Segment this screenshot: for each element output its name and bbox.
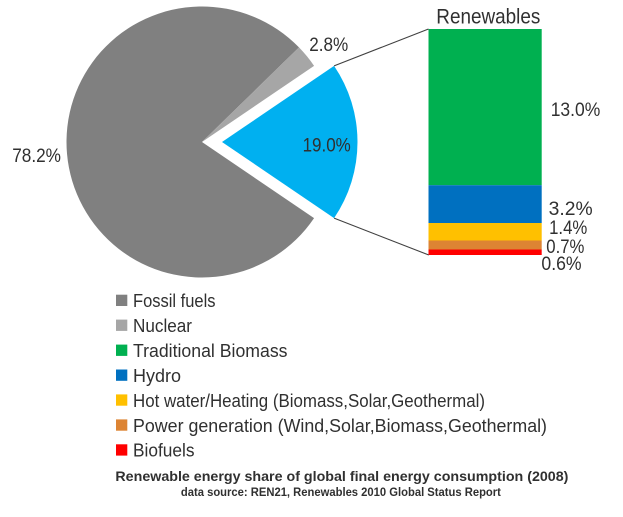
svg-text:3.2%: 3.2% [549, 199, 593, 220]
svg-text:Renewable energy share of glob: Renewable energy share of global final e… [115, 468, 568, 484]
svg-text:78.2%: 78.2% [12, 146, 61, 167]
svg-text:Traditional Biomass: Traditional Biomass [133, 341, 288, 361]
svg-text:1.4%: 1.4% [549, 218, 587, 239]
svg-text:0.7%: 0.7% [546, 237, 584, 258]
svg-text:0.6%: 0.6% [541, 254, 581, 275]
svg-text:Fossil fuels: Fossil fuels [133, 291, 216, 311]
svg-text:Renewables: Renewables [436, 6, 540, 29]
svg-text:data source: REN21, Renewables: data source: REN21, Renewables 2010 Glob… [181, 487, 501, 499]
svg-text:Hot water/Heating (Biomass,Sol: Hot water/Heating (Biomass,Solar,Geother… [133, 391, 485, 411]
svg-text:13.0%: 13.0% [551, 100, 601, 121]
svg-text:2.8%: 2.8% [309, 35, 348, 56]
svg-text:Nuclear: Nuclear [133, 316, 192, 336]
svg-text:Hydro: Hydro [133, 366, 181, 386]
svg-text:Power generation (Wind,Solar,B: Power generation (Wind,Solar,Biomass,Geo… [133, 416, 547, 436]
svg-text:19.0%: 19.0% [303, 135, 351, 156]
svg-text:Biofuels: Biofuels [133, 441, 195, 461]
